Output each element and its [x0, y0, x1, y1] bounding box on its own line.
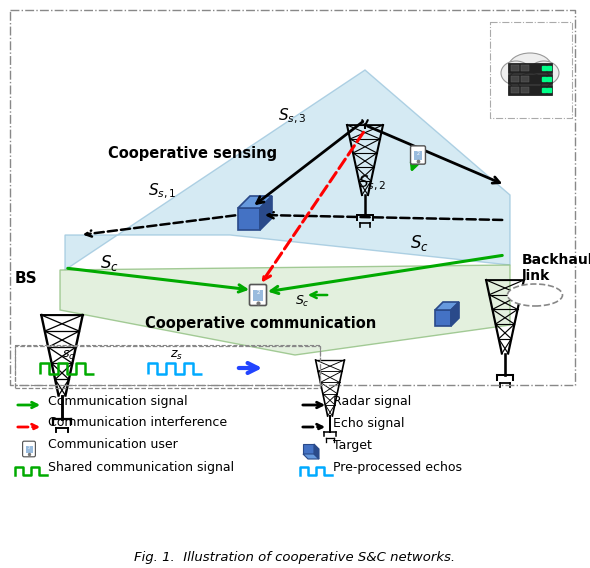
- Text: $S_c$: $S_c$: [410, 233, 429, 253]
- Polygon shape: [314, 444, 319, 459]
- Ellipse shape: [523, 70, 551, 90]
- Polygon shape: [60, 265, 510, 355]
- Text: $z_s$: $z_s$: [170, 349, 183, 362]
- Polygon shape: [451, 302, 459, 326]
- Polygon shape: [238, 196, 272, 208]
- Polygon shape: [435, 310, 451, 326]
- Text: $S_c$: $S_c$: [295, 294, 310, 309]
- Text: $S_{s,2}$: $S_{s,2}$: [358, 173, 386, 193]
- Bar: [253, 290, 263, 301]
- Text: 2: 2: [417, 151, 419, 156]
- FancyBboxPatch shape: [411, 146, 425, 164]
- Text: Pre-processed echos: Pre-processed echos: [333, 461, 462, 474]
- Bar: [511, 76, 519, 82]
- Bar: [508, 74, 552, 84]
- Ellipse shape: [529, 61, 559, 85]
- Text: Cooperative communication: Cooperative communication: [145, 316, 376, 331]
- Text: BS: BS: [15, 271, 38, 286]
- Bar: [521, 76, 529, 82]
- Text: 2: 2: [256, 290, 260, 295]
- Polygon shape: [238, 208, 260, 230]
- Text: Communication user: Communication user: [48, 438, 178, 452]
- Ellipse shape: [508, 53, 552, 83]
- Text: Backhaul
link: Backhaul link: [522, 253, 590, 283]
- Text: $s_c$: $s_c$: [62, 349, 75, 362]
- FancyBboxPatch shape: [250, 285, 267, 306]
- Text: Communication interference: Communication interference: [48, 416, 227, 429]
- Text: 2: 2: [28, 446, 30, 450]
- Bar: [25, 445, 32, 453]
- Polygon shape: [303, 454, 319, 459]
- Bar: [511, 65, 519, 71]
- Bar: [521, 87, 529, 93]
- Ellipse shape: [518, 73, 542, 91]
- Bar: [508, 63, 552, 73]
- Polygon shape: [435, 302, 459, 310]
- Text: Radar signal: Radar signal: [333, 395, 411, 407]
- Bar: [511, 87, 519, 93]
- Text: Shared communication signal: Shared communication signal: [48, 461, 234, 474]
- Ellipse shape: [501, 61, 531, 85]
- Text: Echo signal: Echo signal: [333, 416, 405, 429]
- Ellipse shape: [509, 70, 537, 90]
- Text: Target: Target: [333, 438, 372, 452]
- Text: Fig. 1.  Illustration of cooperative S&C networks.: Fig. 1. Illustration of cooperative S&C …: [135, 550, 455, 563]
- Text: $S_{s,3}$: $S_{s,3}$: [278, 106, 307, 126]
- Ellipse shape: [507, 284, 562, 306]
- Polygon shape: [65, 70, 510, 270]
- Polygon shape: [303, 444, 314, 454]
- Bar: [414, 151, 422, 160]
- Text: $S_c$: $S_c$: [100, 253, 119, 273]
- Text: Communication signal: Communication signal: [48, 395, 188, 407]
- Text: Cooperative sensing: Cooperative sensing: [108, 146, 277, 161]
- Bar: [508, 85, 552, 95]
- FancyBboxPatch shape: [22, 441, 35, 457]
- Text: $S_{s,1}$: $S_{s,1}$: [148, 181, 176, 201]
- Polygon shape: [260, 196, 272, 230]
- Bar: [15, 346, 320, 388]
- Bar: [521, 65, 529, 71]
